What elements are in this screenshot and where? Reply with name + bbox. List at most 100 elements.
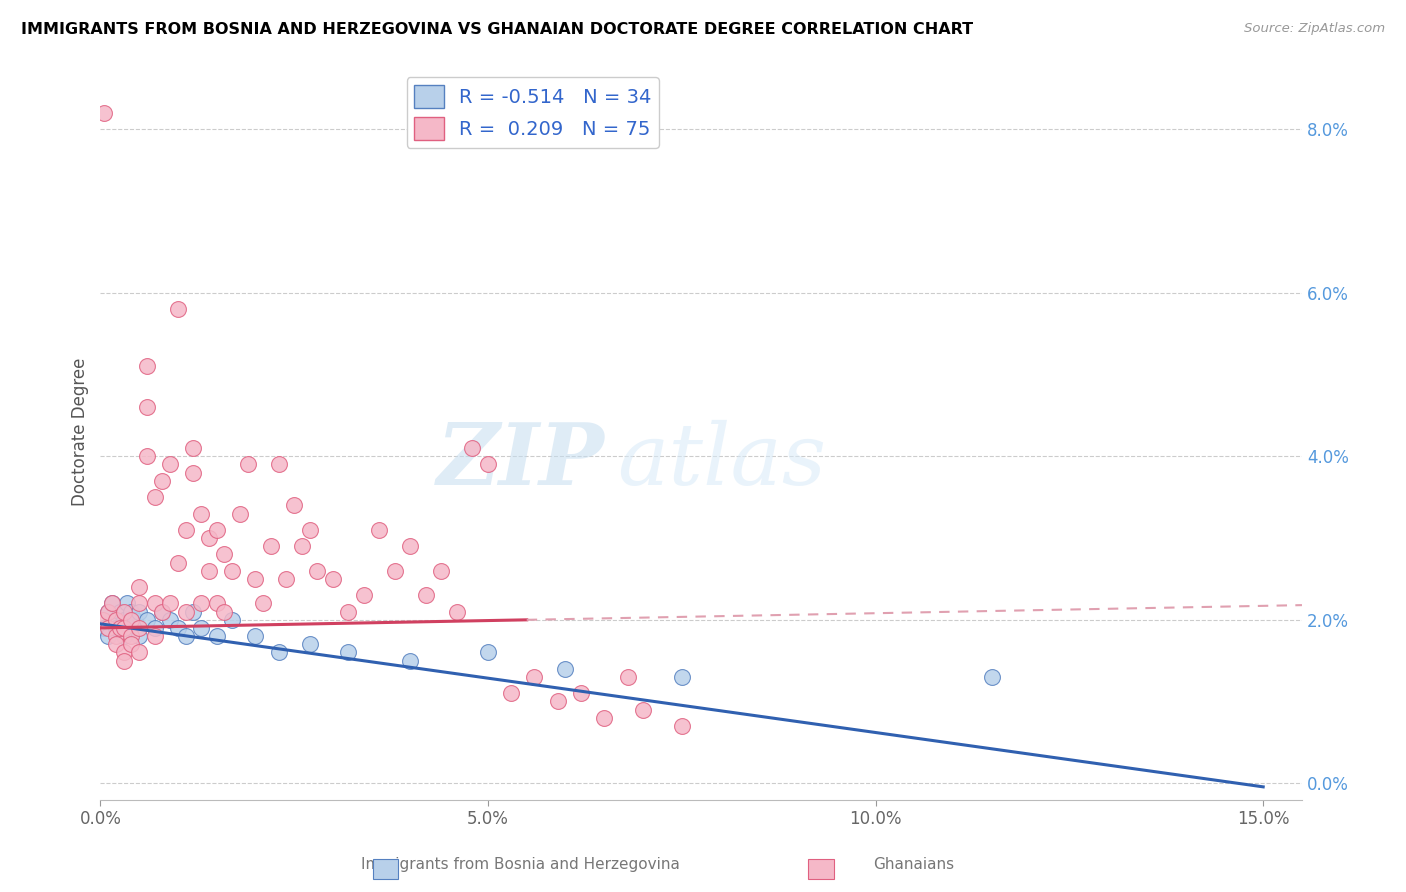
Point [221, 613, 243, 627]
Point [128, 605, 150, 619]
Point [112, 613, 135, 627]
Point [190, 621, 212, 635]
Point [150, 474, 173, 488]
Point [267, 645, 290, 659]
Point [291, 539, 314, 553]
Point [135, 401, 157, 415]
Point [143, 629, 166, 643]
Point [120, 621, 142, 635]
Point [190, 507, 212, 521]
Point [245, 629, 267, 643]
Text: Immigrants from Bosnia and Herzegovina: Immigrants from Bosnia and Herzegovina [361, 857, 679, 872]
Point [214, 605, 236, 619]
Point [174, 629, 197, 643]
Point [128, 596, 150, 610]
Point [91, 613, 114, 627]
Point [97, 605, 120, 619]
Point [97, 629, 120, 643]
Point [104, 613, 127, 627]
Point [337, 605, 360, 619]
Point [399, 654, 422, 668]
Point [616, 670, 638, 684]
Point [221, 564, 243, 578]
Point [283, 499, 305, 513]
Point [167, 621, 190, 635]
Point [135, 613, 157, 627]
Point [267, 458, 290, 472]
Point [276, 572, 298, 586]
Point [167, 302, 190, 317]
Point [174, 523, 197, 537]
Point [159, 613, 181, 627]
Point [135, 359, 157, 374]
Point [143, 621, 166, 635]
Point [117, 596, 139, 610]
Point [128, 621, 150, 635]
Point [671, 719, 693, 733]
Text: IMMIGRANTS FROM BOSNIA AND HERZEGOVINA VS GHANAIAN DOCTORATE DEGREE CORRELATION : IMMIGRANTS FROM BOSNIA AND HERZEGOVINA V… [21, 22, 973, 37]
Point [93, 106, 115, 120]
Point [112, 621, 135, 635]
Point [183, 605, 205, 619]
Point [97, 605, 120, 619]
Point [523, 670, 546, 684]
Point [198, 564, 221, 578]
Point [399, 539, 422, 553]
Point [112, 605, 135, 619]
Point [120, 613, 142, 627]
Point [384, 564, 406, 578]
Point [307, 564, 329, 578]
Point [112, 645, 135, 659]
Point [353, 588, 375, 602]
Point [477, 458, 499, 472]
Text: Ghanaians: Ghanaians [873, 857, 955, 872]
Point [159, 596, 181, 610]
Point [128, 580, 150, 594]
Point [150, 605, 173, 619]
Point [671, 670, 693, 684]
Point [298, 523, 321, 537]
Point [101, 596, 124, 610]
Text: Source: ZipAtlas.com: Source: ZipAtlas.com [1244, 22, 1385, 36]
Point [143, 490, 166, 504]
Point [461, 441, 484, 455]
Point [167, 556, 190, 570]
Point [101, 596, 124, 610]
Point [104, 621, 127, 635]
Point [368, 523, 391, 537]
Point [120, 637, 142, 651]
Point [477, 645, 499, 659]
Point [174, 605, 197, 619]
Point [631, 703, 654, 717]
Point [322, 572, 344, 586]
Point [93, 621, 115, 635]
Point [229, 507, 252, 521]
Text: ZIP: ZIP [437, 419, 605, 503]
Point [104, 613, 127, 627]
Point [108, 621, 131, 635]
Point [159, 458, 181, 472]
Point [554, 662, 576, 676]
Point [205, 629, 228, 643]
Point [190, 596, 212, 610]
Point [128, 645, 150, 659]
Point [112, 654, 135, 668]
Point [980, 670, 1002, 684]
Point [415, 588, 437, 602]
Point [236, 458, 259, 472]
Point [112, 629, 135, 643]
Point [593, 711, 616, 725]
Point [104, 629, 127, 643]
Point [108, 605, 131, 619]
Point [150, 605, 173, 619]
Point [183, 441, 205, 455]
Point [430, 564, 453, 578]
Point [446, 605, 468, 619]
Point [104, 637, 127, 651]
Point [120, 629, 142, 643]
Point [205, 523, 228, 537]
Point [97, 621, 120, 635]
Point [124, 613, 146, 627]
Point [183, 466, 205, 480]
Point [245, 572, 267, 586]
